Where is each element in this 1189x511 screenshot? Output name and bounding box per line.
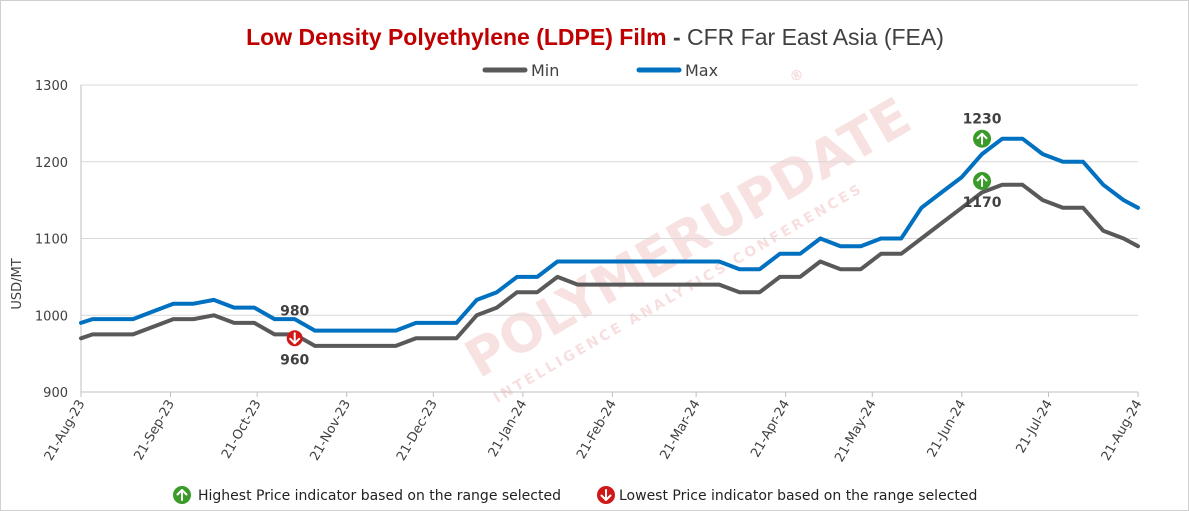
- high-indicator-label: Highest Price indicator based on the ran…: [198, 488, 561, 504]
- x-tick-label: 21-Jul-24: [1014, 398, 1056, 456]
- chart-subtitle: CFR Far East Asia (FEA): [687, 24, 944, 50]
- y-axis: 900 1000 1100 1200 1300: [35, 79, 82, 401]
- arrow-up-icon: [976, 174, 988, 187]
- x-tick-label: 21-Sep-23: [132, 398, 178, 463]
- x-tick-label: 21-Aug-23: [42, 398, 89, 464]
- y-tick-label: 1300: [35, 79, 68, 94]
- x-tick-label: 21-Aug-24: [1099, 398, 1146, 464]
- footer-legend: Highest Price indicator based on the ran…: [173, 486, 977, 504]
- arrow-down-icon: [289, 332, 301, 345]
- chart-title-main: Low Density Polyethylene (LDPE) Film: [246, 24, 666, 50]
- data-label: 1170: [963, 195, 1002, 211]
- series-lines: [79, 136, 1140, 348]
- x-axis: 21-Aug-23 21-Sep-23 21-Oct-23 21-Nov-23 21-D…: [42, 392, 1146, 465]
- y-tick-label: 1000: [35, 309, 68, 324]
- data-label: 1230: [963, 112, 1002, 128]
- low-indicator-label: Lowest Price indicator based on the rang…: [619, 488, 977, 504]
- y-tick-label: 900: [43, 386, 68, 401]
- legend: Min Max: [482, 61, 718, 80]
- x-tick-label: 21-Apr-24: [748, 398, 793, 461]
- x-tick-label: 21-Jun-24: [925, 398, 970, 461]
- watermark-registered: ®: [787, 66, 807, 87]
- arrow-down-icon: [597, 486, 615, 504]
- arrow-up-icon: [976, 132, 988, 145]
- annotations: 1230 1170 980 960: [280, 112, 1002, 369]
- series-line-min: [79, 182, 1140, 348]
- x-tick-label: 21-Mar-24: [658, 398, 704, 463]
- data-label: 980: [280, 304, 309, 320]
- x-tick-label: 21-Feb-24: [574, 398, 620, 462]
- x-tick-label: 21-Nov-23: [307, 398, 354, 464]
- y-tick-label: 1100: [35, 233, 68, 248]
- arrow-up-icon: [173, 486, 191, 504]
- chart-title-separator: -: [667, 24, 687, 50]
- x-tick-label: 21-Jan-24: [486, 398, 531, 460]
- data-label: 960: [280, 352, 309, 368]
- y-tick-label: 1200: [35, 156, 68, 171]
- chart-title: Low Density Polyethylene (LDPE) Film - C…: [246, 24, 944, 50]
- y-axis-label: USD/MT: [10, 258, 25, 309]
- legend-label-min: Min: [531, 61, 559, 80]
- x-tick-label: 21-May-24: [832, 398, 880, 465]
- legend-label-max: Max: [685, 61, 718, 80]
- x-tick-label: 21-Dec-23: [394, 398, 441, 464]
- watermark: POLYMERUPDATE®INTELLIGENCE ANALYTICS CON…: [456, 66, 922, 407]
- x-tick-label: 21-Oct-23: [219, 398, 265, 462]
- series-line-max: [79, 136, 1140, 333]
